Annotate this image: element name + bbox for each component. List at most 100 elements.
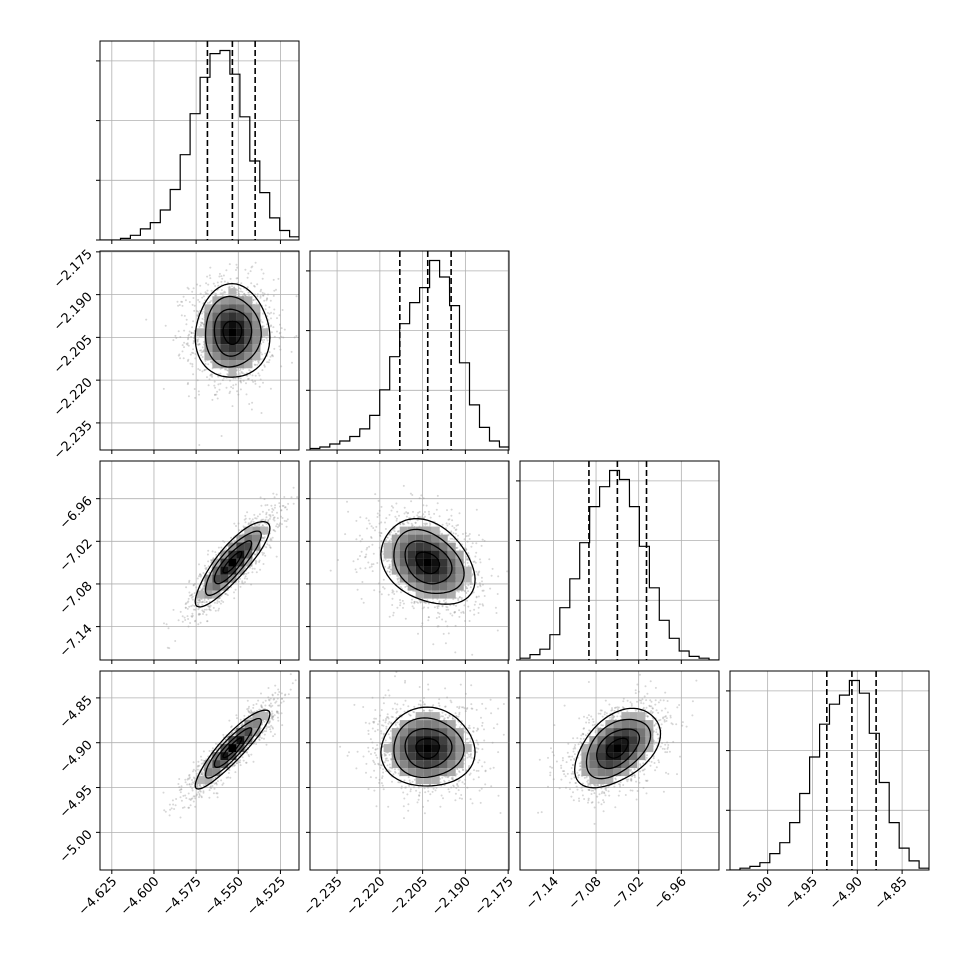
sample-point	[480, 544, 483, 547]
sample-point	[178, 353, 181, 356]
sample-point	[245, 572, 248, 575]
sample-point	[366, 546, 369, 549]
density-cell	[415, 550, 424, 559]
sample-point	[197, 344, 200, 346]
sample-point	[455, 528, 458, 531]
sample-point	[462, 610, 465, 613]
sample-point	[201, 317, 204, 320]
sample-point	[279, 323, 281, 326]
sample-point	[253, 363, 256, 366]
sample-point	[196, 283, 199, 286]
panel-frame	[309, 460, 510, 661]
sample-point	[199, 600, 202, 603]
sample-point	[278, 691, 281, 693]
sample-point	[395, 590, 398, 593]
sample-point	[257, 372, 260, 375]
sample-point	[192, 373, 195, 376]
sample-point	[215, 294, 218, 297]
sample-point	[228, 392, 231, 395]
sample-point	[257, 360, 259, 363]
sample-point	[272, 509, 275, 511]
sample-point	[260, 268, 263, 271]
sample-point	[270, 311, 273, 314]
sample-point	[370, 525, 373, 528]
sample-point	[438, 612, 441, 615]
sample-point	[225, 547, 228, 550]
sample-point	[207, 283, 210, 286]
sample-point	[238, 287, 241, 290]
sample-point	[200, 324, 202, 327]
sample-point	[239, 388, 242, 391]
sample-point	[206, 302, 209, 304]
sample-point	[267, 293, 269, 296]
sample-point	[186, 286, 189, 289]
density-cell	[407, 574, 416, 583]
sample-point	[376, 512, 379, 515]
sample-point	[421, 607, 424, 610]
sample-point	[276, 330, 278, 333]
sample-point	[372, 552, 375, 555]
sample-point	[395, 532, 397, 535]
sample-point	[223, 280, 226, 283]
sample-point	[184, 299, 187, 302]
sample-point	[454, 624, 457, 627]
density-cell	[463, 566, 472, 575]
sample-point	[197, 299, 200, 301]
sample-point	[166, 646, 169, 649]
sample-point	[453, 538, 456, 541]
sample-point	[263, 498, 266, 501]
sample-point	[187, 600, 190, 603]
sample-point	[244, 581, 246, 584]
sample-point	[198, 601, 201, 604]
sample-point	[257, 362, 260, 364]
sample-point	[247, 522, 250, 525]
sample-point	[238, 292, 240, 295]
sample-point	[262, 537, 265, 539]
sample-point	[223, 540, 226, 543]
sample-point	[394, 532, 397, 535]
sample-point	[214, 294, 216, 297]
sample-point	[283, 328, 286, 331]
sample-point	[469, 583, 472, 586]
sample-point	[256, 293, 259, 296]
sample-point	[296, 496, 299, 499]
sample-point	[240, 370, 243, 373]
sample-point	[231, 285, 233, 288]
density-cell	[236, 344, 245, 353]
sample-point	[404, 586, 407, 588]
sample-point	[261, 524, 264, 527]
sample-point	[266, 311, 269, 314]
density-cell	[220, 352, 229, 361]
sample-point	[185, 586, 188, 589]
sample-point	[220, 289, 223, 292]
sample-point	[284, 506, 286, 509]
sample-point	[198, 326, 201, 328]
sample-point	[188, 806, 190, 809]
density-cell	[407, 534, 416, 543]
sample-point	[229, 390, 232, 393]
sample-point	[186, 342, 189, 345]
sample-point	[218, 275, 221, 278]
sample-point	[427, 616, 430, 619]
density-cell	[244, 542, 253, 551]
sample-point	[243, 293, 246, 296]
sample-point	[515, 578, 517, 580]
density-cell	[252, 542, 261, 551]
sample-point	[467, 564, 470, 567]
sample-point	[191, 326, 194, 329]
contour-1	[404, 540, 453, 585]
sample-point	[196, 379, 199, 382]
sample-point	[268, 359, 271, 361]
sample-point	[470, 545, 473, 548]
sample-point	[448, 523, 451, 525]
sample-point	[391, 597, 394, 600]
sample-point	[477, 571, 480, 574]
sample-point	[192, 297, 195, 299]
sample-point	[222, 376, 225, 379]
sample-point	[234, 383, 237, 386]
sample-point	[268, 698, 270, 701]
sample-point	[228, 263, 231, 266]
sample-point	[206, 376, 208, 379]
sample-point	[234, 588, 237, 591]
sample-point	[188, 776, 191, 779]
